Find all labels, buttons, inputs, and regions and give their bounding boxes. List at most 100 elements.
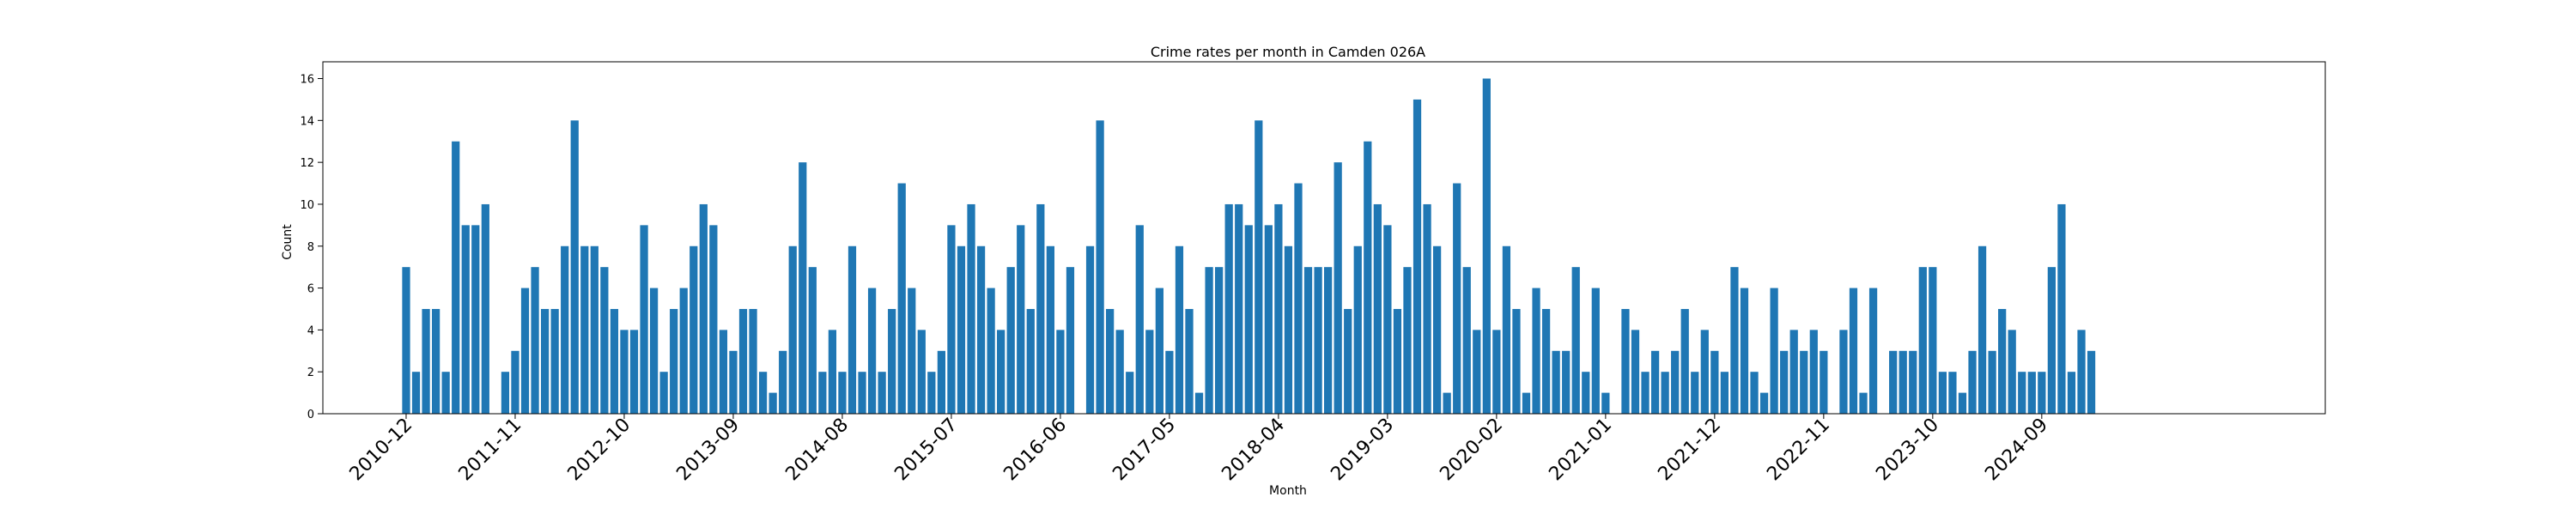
- x-axis: 2010-12 2011-11 2012-10 2013-09 2014-08 2015-…: [346, 414, 2052, 485]
- bar: [1978, 245, 1987, 414]
- bar: [1710, 350, 1719, 414]
- bar: [1958, 392, 1967, 414]
- bar: [1661, 372, 1669, 414]
- bar: [1671, 350, 1680, 414]
- bar: [1759, 392, 1769, 414]
- bar: [1562, 350, 1571, 414]
- bar: [1364, 141, 1372, 415]
- bar: [1789, 330, 1798, 414]
- bar: [1066, 267, 1075, 414]
- bar: [1720, 372, 1729, 414]
- y-tick-label: 4: [307, 324, 314, 337]
- bar: [1085, 245, 1095, 414]
- bar: [1968, 350, 1977, 414]
- bar: [788, 245, 797, 414]
- bar: [1641, 372, 1649, 414]
- bar: [818, 372, 827, 414]
- bar: [690, 245, 698, 414]
- bar: [779, 350, 787, 414]
- bar: [1413, 99, 1422, 415]
- bar: [550, 308, 559, 414]
- x-tick-label: 2012-10: [564, 415, 635, 486]
- bar: [709, 225, 718, 414]
- bar: [828, 330, 837, 414]
- bar: [531, 267, 539, 414]
- bar: [799, 162, 807, 414]
- bar: [749, 308, 757, 414]
- bar: [590, 245, 598, 414]
- bar: [1324, 267, 1333, 414]
- x-tick-label: 2015-07: [890, 415, 962, 486]
- bar: [600, 267, 609, 414]
- bar: [976, 245, 986, 414]
- bar: [2027, 372, 2036, 414]
- bar: [1353, 245, 1362, 414]
- bar: [1552, 350, 1560, 414]
- x-tick-label: 2021-01: [1545, 415, 1616, 486]
- bar: [1185, 308, 1194, 414]
- bar: [2077, 330, 2086, 414]
- bar: [1680, 308, 1689, 414]
- bar: [1849, 288, 1858, 414]
- y-tick-label: 8: [307, 241, 314, 254]
- bar: [1314, 267, 1322, 414]
- bar: [1502, 245, 1511, 414]
- bar: [2057, 203, 2066, 414]
- x-tick-label: 2011-11: [455, 415, 526, 486]
- bar: [2038, 372, 2046, 414]
- bar: [699, 203, 708, 414]
- bar: [878, 372, 886, 414]
- x-tick-label: 2019-03: [1327, 415, 1398, 486]
- bar: [1532, 288, 1540, 414]
- bar: [848, 245, 857, 414]
- bar: [1522, 392, 1531, 414]
- bar: [1909, 350, 1917, 414]
- bar: [1988, 350, 1996, 414]
- bar: [1255, 120, 1263, 414]
- bar: [997, 330, 1005, 414]
- bar: [808, 267, 817, 414]
- bar: [570, 120, 579, 414]
- bar: [2047, 267, 2056, 414]
- bar: [1730, 267, 1739, 414]
- y-axis-label: Count: [281, 224, 295, 260]
- bar: [1859, 392, 1868, 414]
- bar: [1740, 288, 1749, 414]
- bar: [1264, 225, 1273, 414]
- bar: [1403, 267, 1412, 414]
- bar: [1650, 350, 1660, 414]
- bar: [1929, 267, 1937, 414]
- bar: [908, 288, 916, 414]
- bar: [640, 225, 648, 414]
- bar: [1235, 203, 1243, 414]
- y-tick-label: 2: [307, 367, 314, 379]
- bar: [679, 288, 688, 414]
- bar: [719, 330, 728, 414]
- bar: [1056, 330, 1065, 414]
- bar: [1344, 308, 1352, 414]
- bar: [1780, 350, 1789, 414]
- plot-frame: [322, 61, 2326, 415]
- bar: [452, 141, 460, 415]
- bar: [1591, 288, 1600, 414]
- bar: [561, 245, 569, 414]
- bar: [927, 372, 936, 414]
- bar: [1571, 267, 1580, 414]
- bar: [917, 330, 926, 414]
- bar: [511, 350, 519, 414]
- bar: [1165, 350, 1174, 414]
- bar: [629, 330, 639, 414]
- x-tick-label: 2022-11: [1763, 415, 1834, 486]
- bar: [769, 392, 777, 414]
- bar: [957, 245, 966, 414]
- x-tick-label: 2023-10: [1872, 415, 1943, 486]
- bar: [1244, 225, 1253, 414]
- bar: [937, 350, 945, 414]
- bars: [402, 78, 2096, 415]
- bar: [1423, 203, 1431, 414]
- bar: [649, 288, 659, 414]
- bar: [2087, 350, 2096, 414]
- bar: [1512, 308, 1521, 414]
- bar: [1145, 330, 1154, 414]
